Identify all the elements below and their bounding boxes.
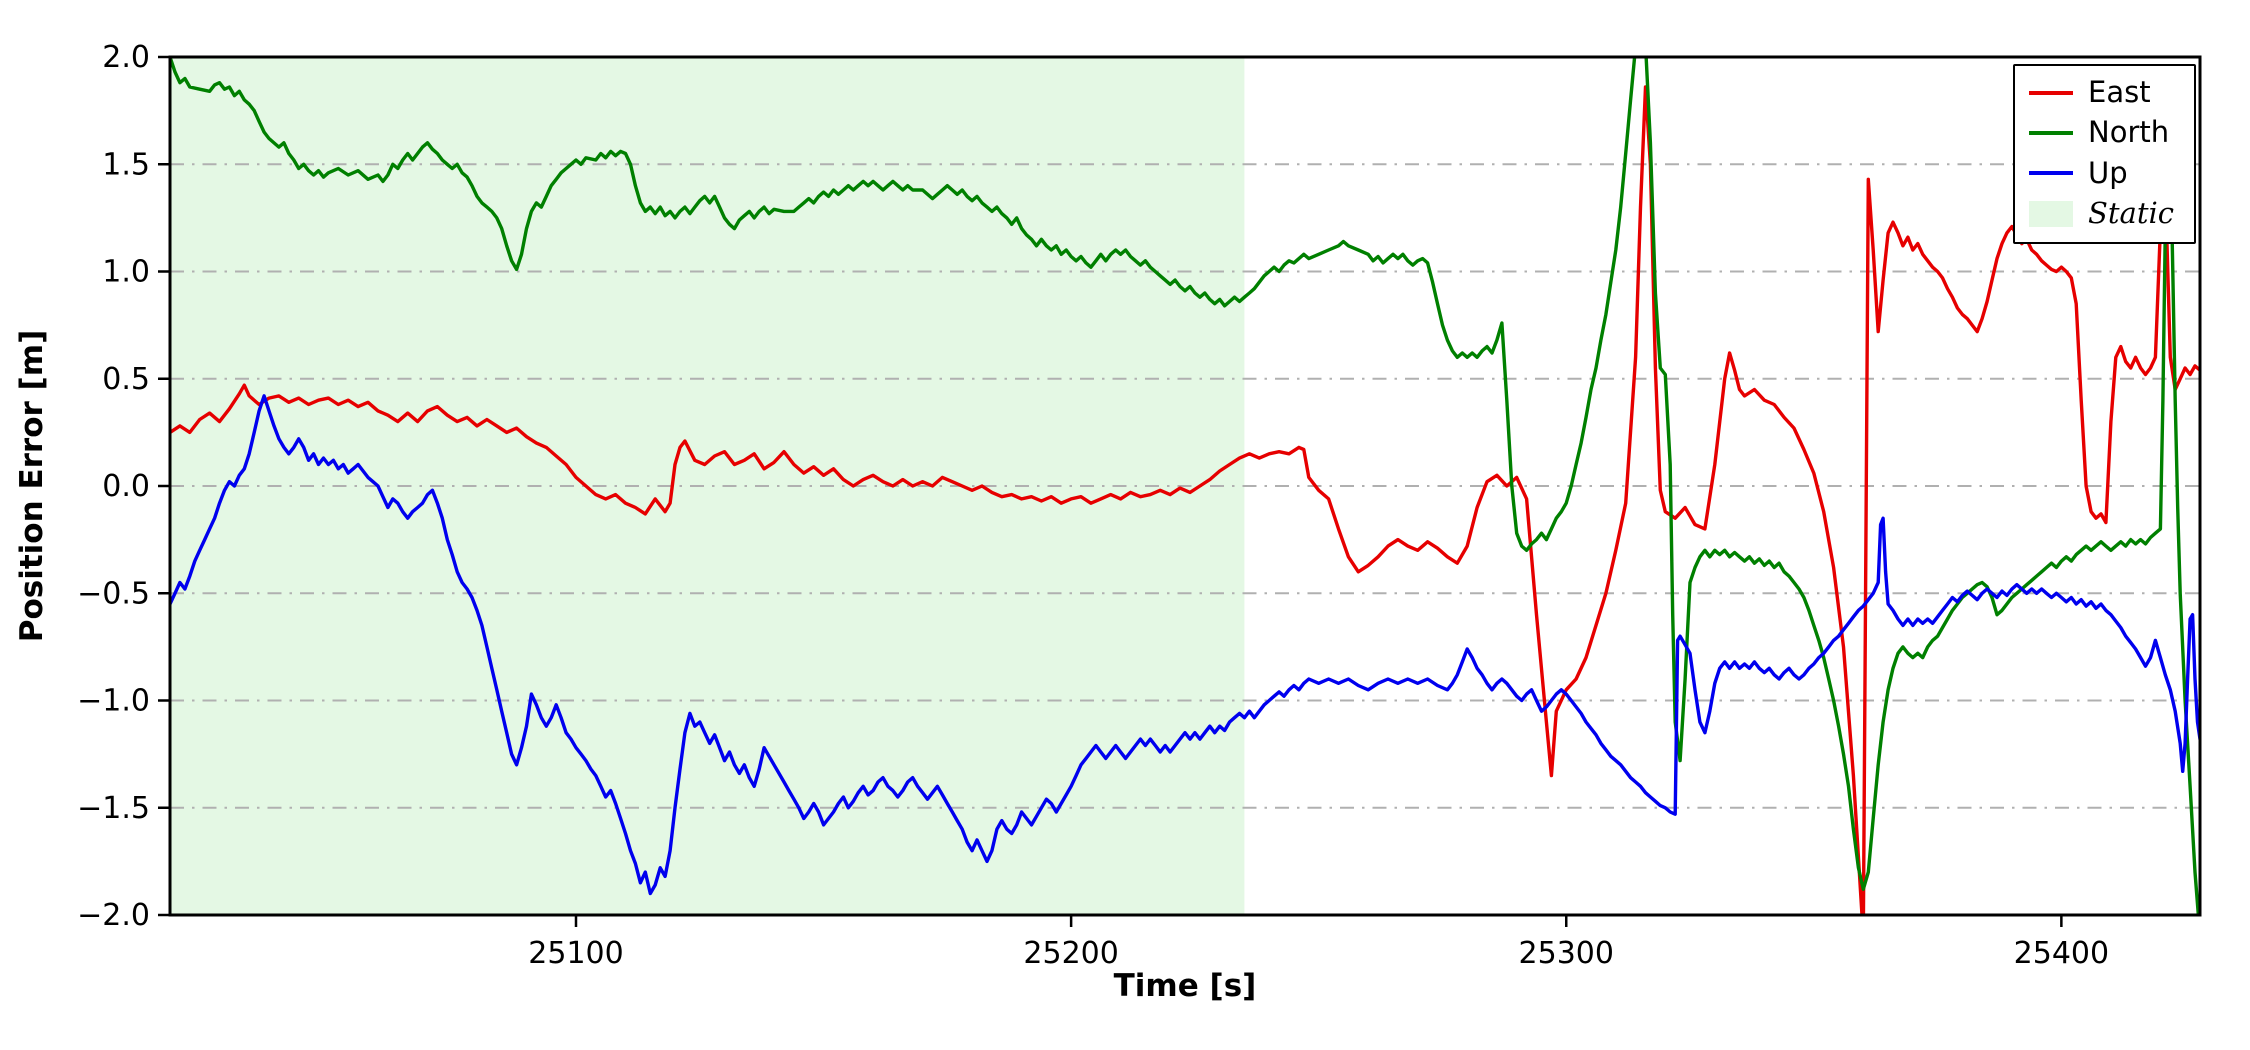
x-tick-label: 25200: [1023, 936, 1118, 971]
y-tick-label: 2.0: [102, 40, 150, 75]
legend-label-static: Static: [2088, 196, 2174, 231]
legend-entry-east: East: [2029, 75, 2174, 109]
east-line: [170, 76, 2200, 915]
up-line: [170, 394, 2200, 896]
x-tick-label: 25300: [1519, 936, 1614, 971]
y-axis-label: Position Error [m]: [14, 329, 50, 643]
up-line-swatch: [2029, 171, 2074, 176]
y-tick-label: 0.0: [102, 469, 150, 504]
y-tick-label: −2.0: [77, 898, 150, 933]
x-tick-label: 25400: [2014, 936, 2109, 971]
legend-entry-static: Static: [2029, 196, 2174, 231]
y-tick-label: −1.5: [77, 791, 150, 826]
legend-label-north: North: [2088, 115, 2170, 150]
y-tick-label: −1.0: [77, 684, 150, 719]
y-tick-label: 1.5: [102, 147, 150, 182]
legend-label-up: Up: [2088, 155, 2128, 190]
y-tick-label: 0.5: [102, 362, 150, 397]
legend-entry-north: North: [2029, 115, 2174, 150]
east-line-swatch: [2029, 90, 2074, 95]
x-tick-label: 25100: [528, 936, 623, 971]
north-line-swatch: [2029, 131, 2074, 136]
static-region-swatch: [2029, 200, 2074, 227]
legend-label-east: East: [2088, 75, 2151, 109]
y-tick-label: −0.5: [77, 576, 150, 611]
x-axis-label: Time [s]: [1113, 968, 1257, 1004]
legend-entry-up: Up: [2029, 155, 2174, 190]
legend: East North Up Static: [2013, 64, 2196, 245]
north-line: [170, 57, 2200, 915]
y-tick-label: 1.0: [102, 255, 150, 290]
